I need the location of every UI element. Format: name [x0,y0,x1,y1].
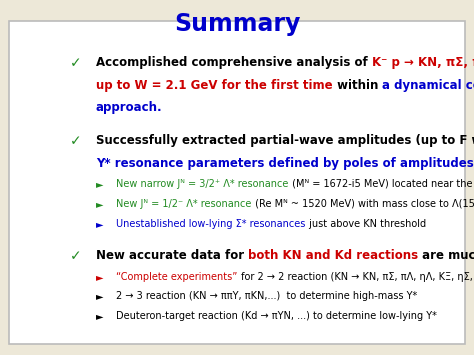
Text: a dynamical coupled-channels: a dynamical coupled-channels [382,79,474,92]
Text: (Re Mᴺ ~ 1520 MeV) with mass close to Λ(1520)3/2⁻: (Re Mᴺ ~ 1520 MeV) with mass close to Λ(… [252,199,474,209]
Text: Successfully extracted partial-wave amplitudes (up to F wave) and: Successfully extracted partial-wave ampl… [96,135,474,147]
Text: ✓: ✓ [70,135,82,148]
Text: Unestablished low-lying Σ* resonances: Unestablished low-lying Σ* resonances [116,219,306,229]
Text: within: within [333,79,382,92]
Text: (Mᴺ = 1672-i5 MeV) located near the ηΛ threshold: (Mᴺ = 1672-i5 MeV) located near the ηΛ t… [289,179,474,189]
Text: 2 → 3 reaction (KN → ππY, πKN,...)  to determine high-mass Y*: 2 → 3 reaction (KN → ππY, πKN,...) to de… [116,291,418,301]
Text: New accurate data for: New accurate data for [96,249,248,262]
Text: ►: ► [96,179,103,189]
Text: ►: ► [96,219,103,229]
Text: Summary: Summary [174,12,300,37]
Text: just above KN threshold: just above KN threshold [306,219,426,229]
Text: ►: ► [96,199,103,209]
Text: ✓: ✓ [70,249,82,263]
Text: K⁻ p → KN, πΣ, πΛ, ηΛ, KΞ: K⁻ p → KN, πΣ, πΛ, ηΛ, KΞ [372,56,474,69]
Text: “Complete experiments”: “Complete experiments” [116,272,237,282]
Text: ►: ► [96,291,103,301]
Text: Y* resonance parameters defined by poles of amplitudes.: Y* resonance parameters defined by poles… [96,157,474,170]
Text: both KN and Kd reactions: both KN and Kd reactions [248,249,419,262]
Text: ►: ► [96,272,103,282]
Text: for 2 → 2 reaction (KN → KN, πΣ, πΛ, ηΛ, KΞ, ηΣ, η’Y, ωY, ΦY,...): for 2 → 2 reaction (KN → KN, πΣ, πΛ, ηΛ,… [237,272,474,282]
Text: Deuteron-target reaction (Kd → πYN, ...) to determine low-lying Y*: Deuteron-target reaction (Kd → πYN, ...)… [116,311,437,321]
Text: Accomplished comprehensive analysis of: Accomplished comprehensive analysis of [96,56,372,69]
Text: ►: ► [96,311,103,321]
Text: are much appreciated !!!: are much appreciated !!! [419,249,474,262]
Text: approach.: approach. [96,101,163,114]
Text: New Jᴺ = 1/2⁻ Λ* resonance: New Jᴺ = 1/2⁻ Λ* resonance [116,199,252,209]
Text: New narrow Jᴺ = 3/2⁺ Λ* resonance: New narrow Jᴺ = 3/2⁺ Λ* resonance [116,179,289,189]
Text: up to W = 2.1 GeV for the first time: up to W = 2.1 GeV for the first time [96,79,333,92]
Text: ✓: ✓ [70,56,82,70]
